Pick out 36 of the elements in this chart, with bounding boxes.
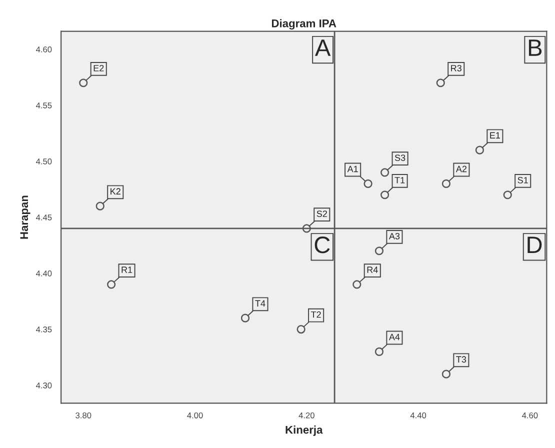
x-tick-label: 4.20: [298, 412, 314, 418]
annotation: B: [528, 40, 542, 56]
x-axis-title: Kinerja: [286, 426, 323, 436]
x-tick-label: 4.00: [187, 412, 203, 418]
x-tick-label: 4.40: [410, 412, 426, 418]
annotation: A: [314, 40, 331, 56]
y-tick-label: 4.50: [36, 158, 52, 164]
data-label: A4: [388, 334, 400, 340]
data-label: R1: [122, 266, 132, 273]
chart-title: Diagram IPA: [272, 19, 336, 30]
annotation: C: [314, 236, 330, 254]
data-label: K2: [110, 188, 120, 194]
data-label: A1: [347, 166, 358, 172]
data-label: A2: [456, 166, 467, 172]
y-tick-label: 4.60: [36, 46, 52, 52]
y-tick-label: 4.35: [36, 326, 52, 332]
y-tick-label: 4.30: [36, 382, 52, 388]
data-label: S3: [394, 154, 406, 161]
y-tick-label: 4.40: [36, 270, 52, 276]
data-label: E1: [490, 132, 500, 138]
data-label: E2: [94, 64, 104, 72]
annotation: D: [528, 236, 542, 254]
data-label: T3: [456, 356, 466, 363]
data-label: S2: [316, 210, 327, 217]
data-label: S1: [518, 176, 528, 184]
x-tick-label: 3.80: [76, 412, 92, 418]
data-label: R3: [451, 64, 462, 72]
y-tick-label: 4.45: [36, 214, 52, 220]
x-tick-label: 4.60: [522, 412, 538, 418]
data-label: T4: [255, 300, 266, 306]
data-label: A3: [388, 232, 400, 240]
data-label: T2: [310, 311, 321, 318]
y-tick-label: 4.55: [36, 102, 52, 108]
data-label: R4: [367, 266, 378, 273]
data-label: T1: [394, 177, 405, 184]
y-axis-title: Harapan: [20, 196, 30, 239]
